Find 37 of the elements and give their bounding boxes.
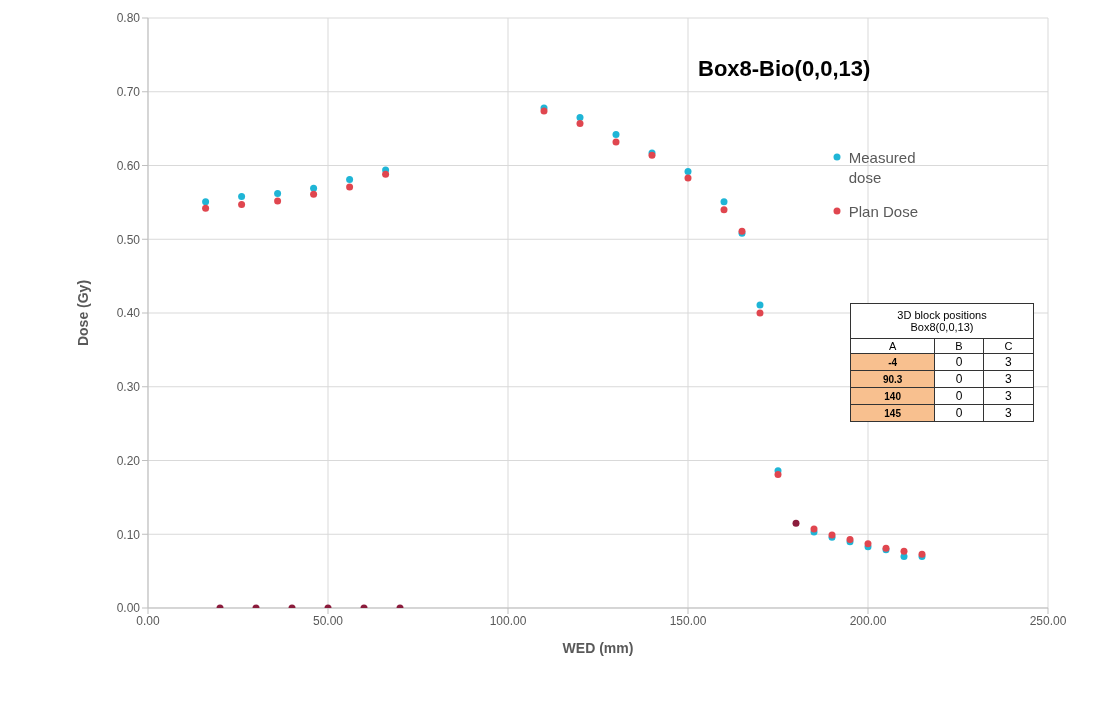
y-tick-label: 0.70 <box>116 85 141 100</box>
annotation: 0 <box>934 387 984 405</box>
annotation: 0 <box>934 404 984 422</box>
annotation: B <box>934 338 984 354</box>
annotation: -4 <box>850 353 935 371</box>
annotation: 3 <box>983 353 1034 371</box>
x-tick-label: 50.00 <box>312 613 344 628</box>
annotation: 140 <box>850 387 935 405</box>
text: Box8-Bio(0,0,13) <box>698 56 871 82</box>
annotation: A <box>850 338 935 354</box>
annotation: 0 <box>934 353 984 371</box>
annotation: 90.3 <box>850 370 935 388</box>
y-tick-label: 0.60 <box>116 158 141 173</box>
x-tick-label: 250.00 <box>1029 613 1067 628</box>
y-tick-label: 0.30 <box>116 380 141 395</box>
x-tick-label: 100.00 <box>489 613 527 628</box>
y-tick-label: 0.80 <box>116 11 141 26</box>
x-tick-label: 0.00 <box>136 613 160 628</box>
legend-label: Measured dose <box>848 148 916 188</box>
y-tick-label: 0.40 <box>116 306 141 321</box>
x-axis-title: WED (mm) <box>562 640 634 656</box>
legend-label: Plan Dose <box>848 202 918 222</box>
y-axis-title: Dose (Gy) <box>74 279 91 347</box>
annotation: 3D block positions <box>896 309 988 321</box>
annotation: 3 <box>983 387 1034 405</box>
annotation: 0 <box>934 370 984 388</box>
y-tick-label: 0.50 <box>116 232 141 247</box>
annotation: 3 <box>983 370 1034 388</box>
y-tick-label: 0.20 <box>116 453 141 468</box>
annotation: Box8(0,0,13) <box>909 321 975 333</box>
x-tick-label: 150.00 <box>669 613 707 628</box>
y-tick-label: 0.00 <box>116 601 141 616</box>
y-tick-label: 0.10 <box>116 527 141 542</box>
x-tick-label: 200.00 <box>849 613 887 628</box>
annotation: 3 <box>983 404 1034 422</box>
annotation: C <box>983 338 1034 354</box>
annotation: 145 <box>850 404 935 422</box>
